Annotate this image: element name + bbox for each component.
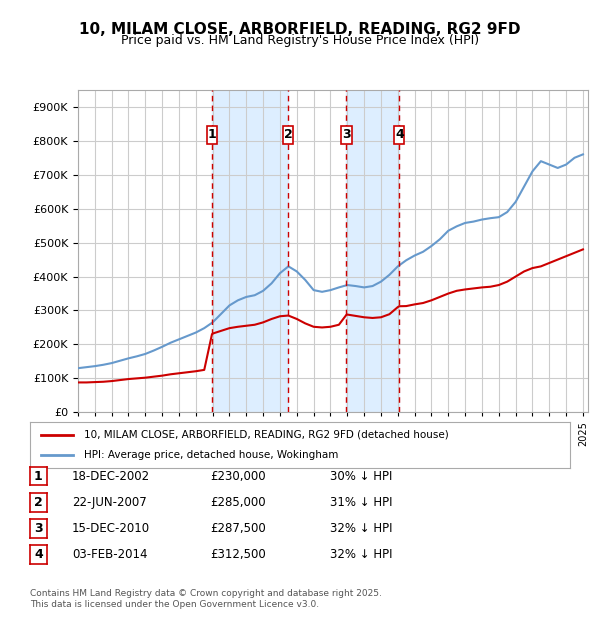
FancyBboxPatch shape xyxy=(341,125,352,144)
FancyBboxPatch shape xyxy=(283,125,293,144)
Text: 22-JUN-2007: 22-JUN-2007 xyxy=(72,496,147,508)
Text: Contains HM Land Registry data © Crown copyright and database right 2025.
This d: Contains HM Land Registry data © Crown c… xyxy=(30,590,382,609)
Text: 3: 3 xyxy=(34,522,43,534)
Text: £312,500: £312,500 xyxy=(210,548,266,560)
Text: Price paid vs. HM Land Registry's House Price Index (HPI): Price paid vs. HM Land Registry's House … xyxy=(121,34,479,47)
Bar xyxy=(346,90,400,412)
Text: 10, MILAM CLOSE, ARBORFIELD, READING, RG2 9FD: 10, MILAM CLOSE, ARBORFIELD, READING, RG… xyxy=(79,22,521,37)
Text: 15-DEC-2010: 15-DEC-2010 xyxy=(72,522,150,534)
Text: 2: 2 xyxy=(34,496,43,508)
Text: 1: 1 xyxy=(208,128,217,141)
Text: 10, MILAM CLOSE, ARBORFIELD, READING, RG2 9FD (detached house): 10, MILAM CLOSE, ARBORFIELD, READING, RG… xyxy=(84,430,449,440)
Text: 2: 2 xyxy=(284,128,292,141)
Text: 4: 4 xyxy=(34,548,43,560)
Text: £287,500: £287,500 xyxy=(210,522,266,534)
Text: 1: 1 xyxy=(34,470,43,482)
Text: 31% ↓ HPI: 31% ↓ HPI xyxy=(330,496,392,508)
Text: £230,000: £230,000 xyxy=(210,470,266,482)
Text: £285,000: £285,000 xyxy=(210,496,266,508)
Text: 32% ↓ HPI: 32% ↓ HPI xyxy=(330,522,392,534)
Text: 32% ↓ HPI: 32% ↓ HPI xyxy=(330,548,392,560)
Text: HPI: Average price, detached house, Wokingham: HPI: Average price, detached house, Woki… xyxy=(84,450,338,460)
FancyBboxPatch shape xyxy=(207,125,217,144)
Bar xyxy=(212,90,288,412)
Text: 4: 4 xyxy=(395,128,404,141)
FancyBboxPatch shape xyxy=(394,125,404,144)
Text: 03-FEB-2014: 03-FEB-2014 xyxy=(72,548,148,560)
Text: 30% ↓ HPI: 30% ↓ HPI xyxy=(330,470,392,482)
Text: 3: 3 xyxy=(342,128,351,141)
Text: 18-DEC-2002: 18-DEC-2002 xyxy=(72,470,150,482)
